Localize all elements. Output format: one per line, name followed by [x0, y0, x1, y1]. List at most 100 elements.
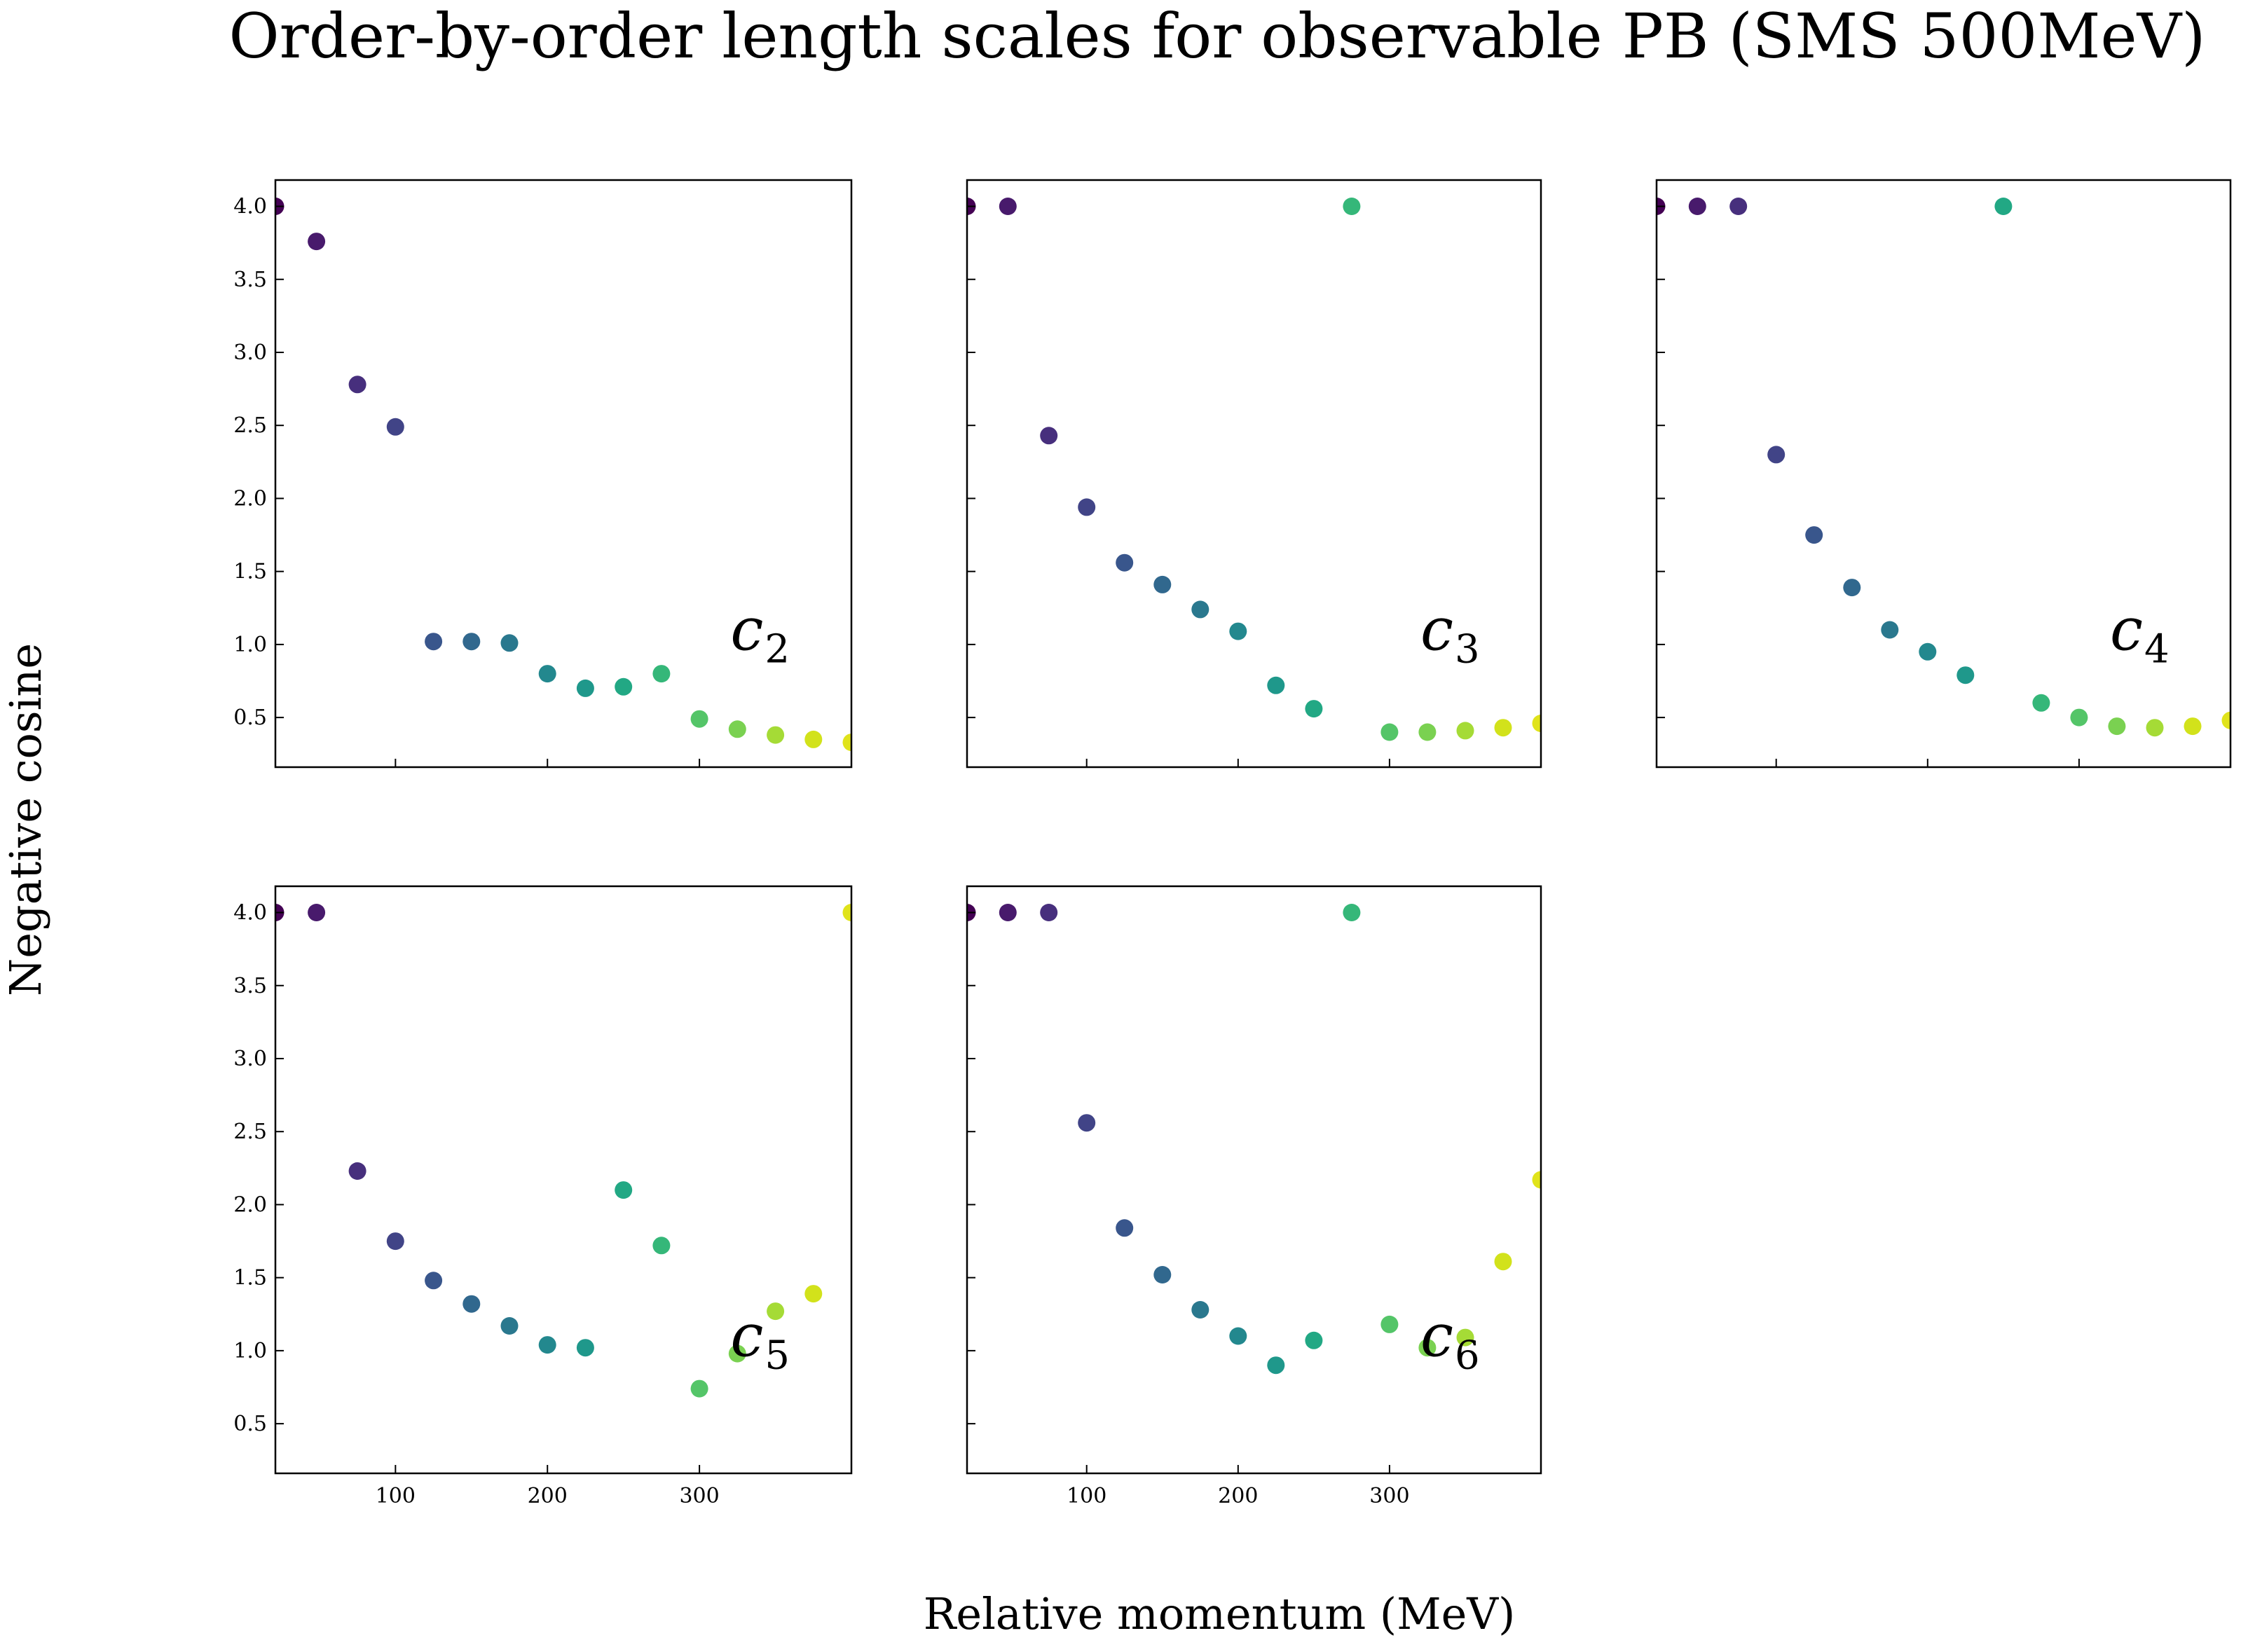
data-point	[728, 1344, 746, 1363]
data-point	[1040, 427, 1058, 445]
y-tick-label: 3.0	[233, 340, 267, 365]
data-point	[652, 665, 671, 683]
y-tick-label: 4.0	[233, 901, 267, 925]
data-point	[652, 1237, 671, 1255]
x-axis-label: Relative momentum (MeV)	[924, 1588, 1516, 1639]
markers	[275, 904, 851, 1398]
x-tick-label: 300	[1369, 1484, 1409, 1508]
data-point	[690, 710, 708, 728]
order-label: c6	[1420, 1301, 1480, 1378]
panel-c6: 100 200 300 c6	[966, 885, 1542, 1508]
data-point	[842, 904, 851, 921]
data-point	[386, 1232, 404, 1251]
axes-frame	[966, 885, 1542, 1475]
data-point	[538, 1336, 556, 1354]
data-point	[1267, 1356, 1285, 1375]
order-label: c5	[730, 1301, 790, 1378]
data-point	[2184, 717, 2202, 736]
data-point	[1343, 904, 1361, 921]
y-tick-label: 2.0	[233, 486, 267, 511]
y-tick-label: 3.5	[233, 974, 267, 998]
data-point	[999, 198, 1017, 215]
data-point	[1229, 622, 1247, 640]
y-tick-label: 2.5	[233, 1120, 267, 1144]
data-point	[1843, 579, 1861, 597]
data-point	[1767, 446, 1786, 464]
data-point	[1494, 719, 1512, 737]
y-tick-label: 1.5	[233, 1266, 267, 1290]
data-point	[1078, 1114, 1096, 1132]
panel-c2: 0.5 1.0 1.5 2.0 2.5 3.0 3.5 4.0 c2	[233, 179, 853, 769]
y-tick-label: 0.5	[233, 705, 267, 730]
axes-frame	[274, 179, 853, 769]
data-point	[425, 1272, 443, 1290]
data-point	[348, 376, 366, 394]
data-point	[308, 904, 326, 921]
markers	[275, 198, 851, 752]
y-tick-label: 1.0	[233, 1339, 267, 1363]
data-point	[1267, 676, 1285, 694]
y-tick-label: 2.5	[233, 413, 267, 438]
data-point	[1380, 1315, 1399, 1333]
data-point	[462, 633, 481, 651]
axes-frame	[966, 179, 1542, 769]
y-tick-label: 3.5	[233, 268, 267, 292]
data-point	[1153, 575, 1172, 593]
data-point	[2032, 694, 2050, 712]
data-point	[804, 730, 823, 748]
data-point	[2146, 719, 2164, 737]
data-point	[1040, 904, 1058, 921]
data-point	[1418, 1339, 1437, 1357]
data-point	[500, 634, 519, 652]
data-point	[767, 726, 785, 744]
data-point	[1688, 198, 1706, 215]
y-axis-label: Negative cosine	[0, 643, 51, 996]
y-tick-label: 1.5	[233, 560, 267, 584]
data-point	[1191, 600, 1209, 619]
data-point	[500, 1317, 519, 1335]
data-point	[538, 665, 556, 683]
x-tick-label: 100	[376, 1484, 416, 1508]
data-point	[804, 1285, 823, 1303]
data-point	[576, 1339, 594, 1357]
data-point	[1805, 526, 1823, 544]
panel-c4: c4	[1655, 179, 2232, 769]
markers	[967, 904, 1541, 1375]
panel-c3: c3	[966, 179, 1542, 769]
data-point	[1956, 666, 1975, 684]
data-point	[348, 1162, 366, 1180]
data-point	[2221, 711, 2230, 729]
data-point	[999, 904, 1017, 921]
data-point	[425, 633, 443, 651]
data-point	[1078, 498, 1096, 516]
data-point	[1494, 1253, 1512, 1271]
data-point	[386, 418, 404, 436]
x-tick-label: 200	[1218, 1484, 1258, 1508]
markers	[1657, 198, 2230, 737]
panels-group: 0.5 1.0 1.5 2.0 2.5 3.0 3.5 4.0 c2 c3 c4 0.5 1.0 1.5 2…	[233, 179, 2232, 1508]
data-point	[767, 1302, 785, 1321]
order-label: c2	[730, 595, 790, 672]
data-point	[1229, 1327, 1247, 1345]
y-tick-label: 2.0	[233, 1192, 267, 1217]
x-tick-label: 200	[528, 1484, 568, 1508]
data-point	[1456, 1328, 1474, 1347]
data-point	[576, 679, 594, 697]
y-tick-label: 3.0	[233, 1047, 267, 1071]
x-tick-label: 100	[1067, 1484, 1106, 1508]
data-point	[1881, 621, 1899, 639]
data-point	[1153, 1266, 1172, 1283]
axes-frame	[1655, 179, 2232, 769]
data-point	[1380, 723, 1399, 741]
data-point	[615, 677, 633, 696]
data-point	[690, 1379, 708, 1398]
data-point	[1305, 700, 1323, 718]
data-point	[1116, 553, 1134, 572]
data-point	[2070, 708, 2088, 727]
data-point	[615, 1181, 633, 1199]
data-point	[308, 233, 326, 251]
chart-title: Order-by-order length scales for observa…	[229, 0, 2206, 72]
y-tick-label: 0.5	[233, 1412, 267, 1436]
data-point	[1729, 198, 1748, 215]
